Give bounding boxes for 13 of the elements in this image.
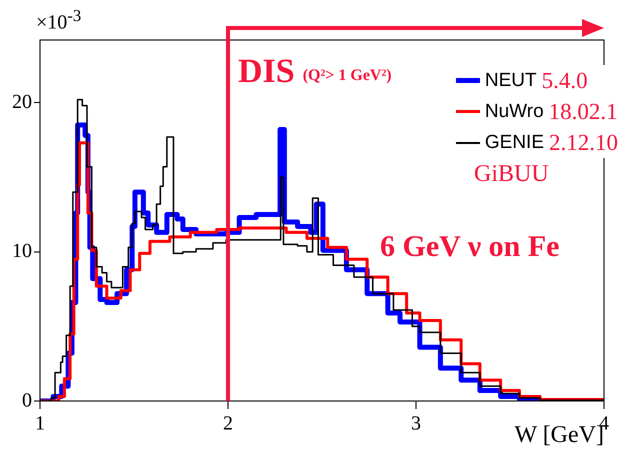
legend-label: GENIE 2.12.10 <box>484 130 618 156</box>
x-tick-label: 3 <box>411 412 421 434</box>
x-tick-label: 1 <box>35 412 45 434</box>
annotation: GiBUU <box>474 161 549 187</box>
legend-label: NuWro 18.02.1 <box>484 98 618 124</box>
text: ×10$^{-3}$ <box>36 6 82 34</box>
annotation: 6 GeV ν on Fe <box>380 230 560 263</box>
legend-label: NEUT 5.4.0 <box>484 68 588 94</box>
x-tick-label: 2 <box>223 412 233 434</box>
ref-line-label: DIS (Q²> 1 GeV²) <box>238 53 392 90</box>
y-tick-label: 10 <box>12 240 32 262</box>
y-tick-label: 0 <box>22 389 32 412</box>
y-tick-label: 20 <box>12 90 32 113</box>
